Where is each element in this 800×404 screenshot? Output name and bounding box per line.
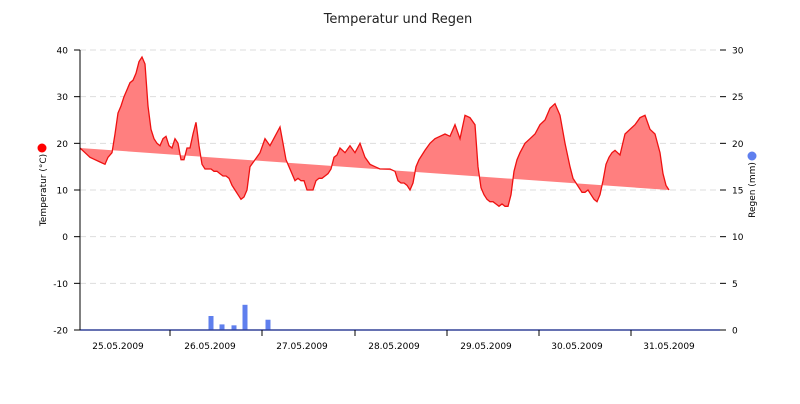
y-left-tick-label: 40 [57,47,69,57]
chart-title: Temperatur und Regen [323,12,473,27]
rain-bar [242,304,248,330]
y-left-tick-label: 10 [57,187,69,197]
y-axis-left-ticks: -20 -10 0 10 20 30 40 [53,47,80,337]
y-right-tick-label: 15 [732,187,743,197]
rain-bar [208,316,214,330]
y-right-tick-label: 30 [732,47,744,57]
rain-legend-dot-icon [747,151,757,161]
rain-bar [219,324,225,330]
y-right-tick-label: 5 [732,280,738,290]
temperature-legend-dot-icon [37,143,47,153]
x-tick-label: 28.05.2009 [368,342,420,352]
y-right-tick-label: 20 [732,140,744,150]
rain-bar [231,325,237,330]
x-tick-label: 26.05.2009 [184,342,236,352]
y-right-tick-label: 0 [732,327,738,337]
y-axis-right-ticks: 0 5 10 15 20 25 30 [720,47,744,337]
gridlines [80,49,720,284]
temperature-area [80,57,669,207]
y-axis-right-label: Regen (mm) [748,162,758,218]
y-left-tick-label: 0 [62,233,68,243]
x-tick-label: 27.05.2009 [276,342,328,352]
y-right-tick-label: 10 [732,233,744,243]
x-axis-ticks: 25.05.2009 26.05.2009 27.05.2009 28.05.2009… [92,330,695,352]
x-tick-label: 25.05.2009 [92,342,144,352]
temperature-line [79,55,670,208]
y-axis-left-label: Temperatur (°C) [39,154,49,227]
rain-bars [208,304,271,330]
y-left-tick-label: -20 [53,327,68,337]
y-right-tick-label: 25 [732,93,743,103]
rain-bar [265,319,271,330]
x-tick-label: 29.05.2009 [460,342,512,352]
y-left-tick-label: 20 [57,140,69,150]
x-tick-label: 30.05.2009 [551,342,603,352]
y-left-tick-label: -10 [53,280,68,290]
y-left-tick-label: 30 [57,93,69,103]
x-tick-label: 31.05.2009 [643,342,695,352]
